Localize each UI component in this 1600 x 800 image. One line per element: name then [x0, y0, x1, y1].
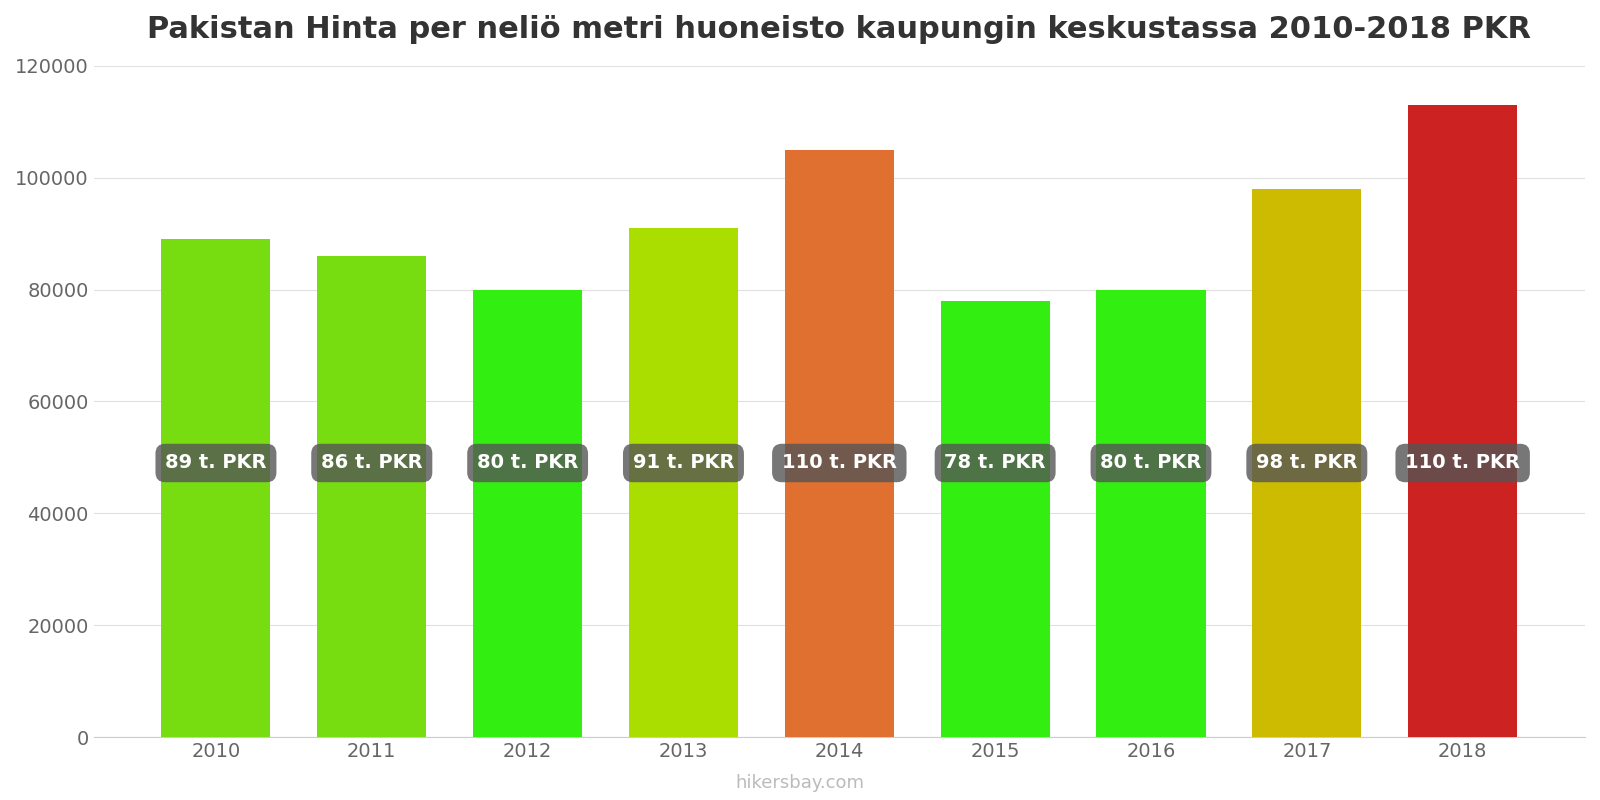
Text: 110 t. PKR: 110 t. PKR	[1405, 454, 1520, 473]
Bar	[1408, 105, 1517, 737]
Title: Pakistan Hinta per neliö metri huoneisto kaupungin keskustassa 2010-2018 PKR: Pakistan Hinta per neliö metri huoneisto…	[147, 15, 1531, 44]
Bar	[629, 228, 738, 737]
Bar	[1096, 290, 1205, 737]
Bar	[474, 290, 582, 737]
Text: 80 t. PKR: 80 t. PKR	[1101, 454, 1202, 473]
Text: 98 t. PKR: 98 t. PKR	[1256, 454, 1357, 473]
Bar	[941, 301, 1050, 737]
Text: 91 t. PKR: 91 t. PKR	[632, 454, 734, 473]
Bar	[317, 256, 426, 737]
Bar	[1253, 189, 1362, 737]
Bar	[162, 239, 270, 737]
Text: hikersbay.com: hikersbay.com	[736, 774, 864, 792]
Text: 110 t. PKR: 110 t. PKR	[782, 454, 898, 473]
Text: 89 t. PKR: 89 t. PKR	[165, 454, 267, 473]
Text: 78 t. PKR: 78 t. PKR	[944, 454, 1046, 473]
Text: 80 t. PKR: 80 t. PKR	[477, 454, 578, 473]
Text: 86 t. PKR: 86 t. PKR	[322, 454, 422, 473]
Bar	[784, 150, 894, 737]
